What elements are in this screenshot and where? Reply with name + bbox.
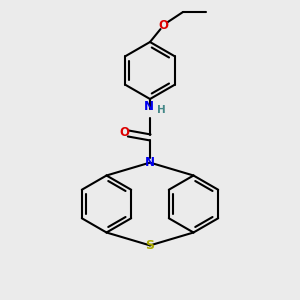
Text: H: H bbox=[158, 105, 166, 115]
Text: S: S bbox=[146, 239, 154, 252]
Text: N: N bbox=[143, 100, 154, 113]
Text: O: O bbox=[119, 126, 129, 140]
Text: N: N bbox=[145, 156, 155, 169]
Text: O: O bbox=[158, 19, 169, 32]
